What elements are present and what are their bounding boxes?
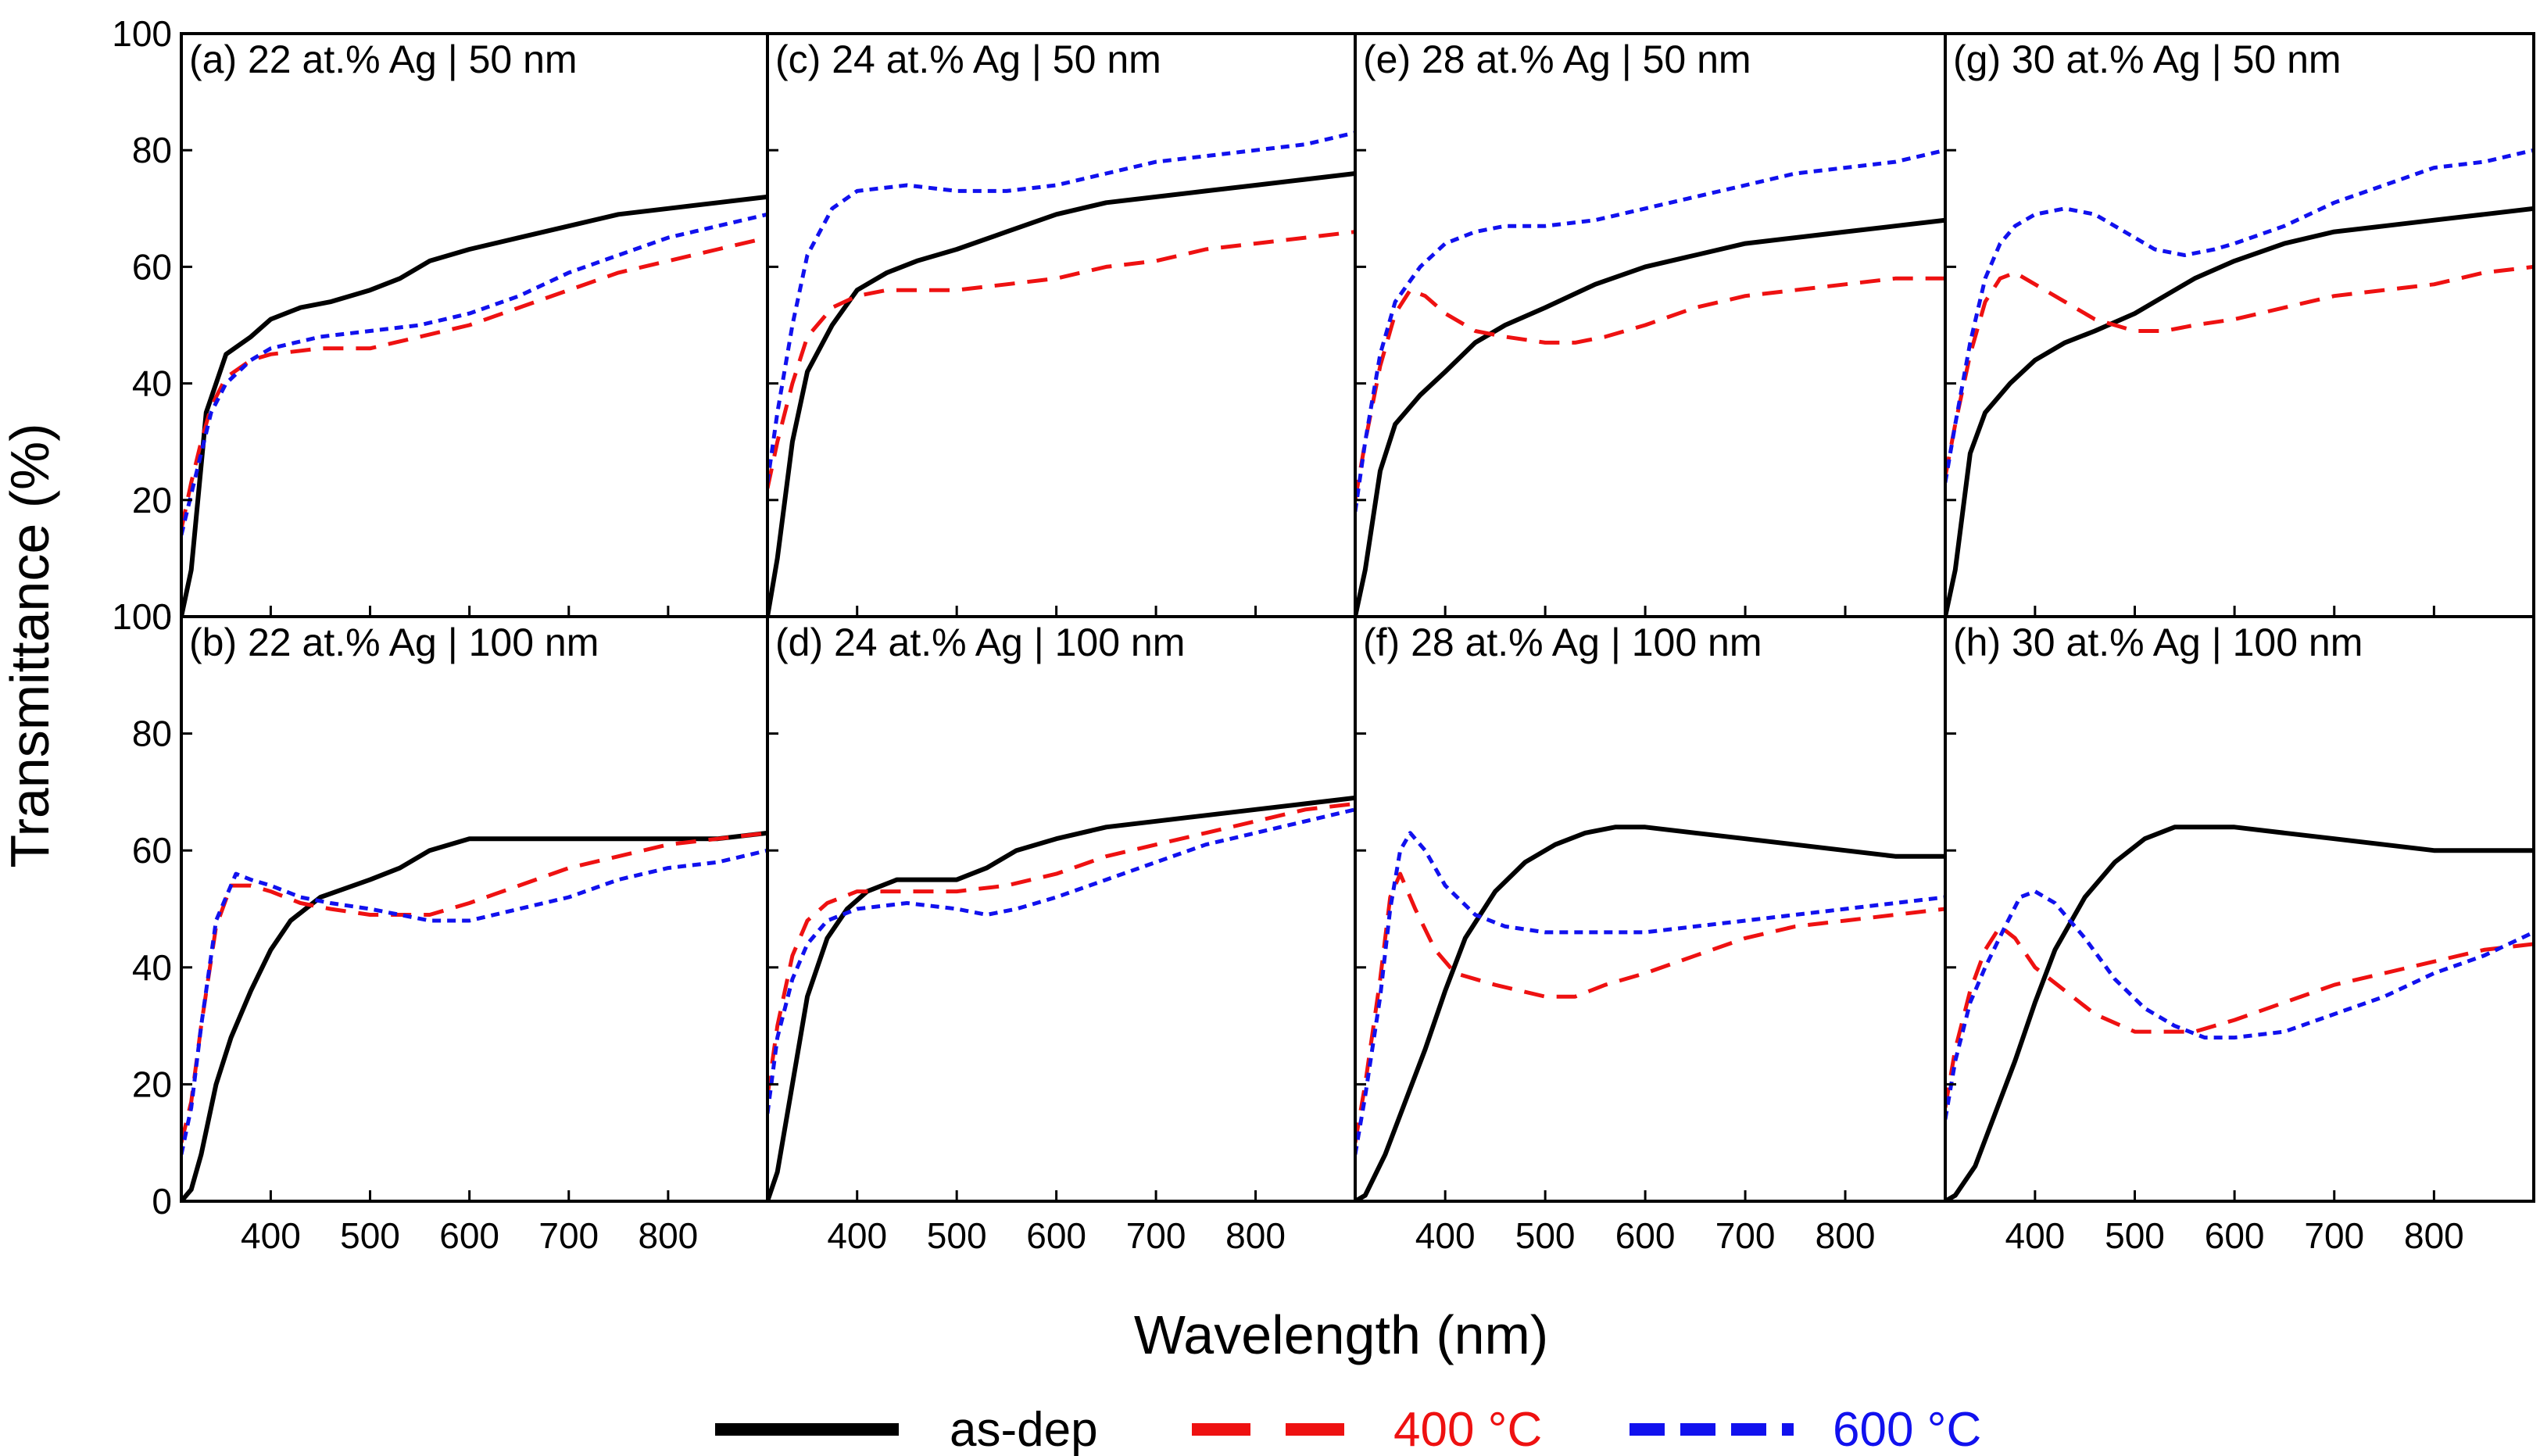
series-line-as-dep xyxy=(1355,825,1945,1201)
x-tick-label: 800 xyxy=(639,1215,699,1256)
series-line-400-c xyxy=(1945,264,2534,478)
x-axis-label: Wavelength (nm) xyxy=(1134,1304,1548,1365)
panel-frame xyxy=(766,615,1357,1203)
x-tick-label: 500 xyxy=(1515,1215,1576,1256)
y-tick-label: 40 xyxy=(132,363,172,404)
y-tick-label: 100 xyxy=(112,13,172,54)
y-tick-label: 20 xyxy=(132,1064,172,1104)
panel-title: (a) 22 at.% Ag | 50 nm xyxy=(189,38,578,81)
panel-a: 0 20 40 60 80 100 (a) 22 at.% Ag | 50 nm xyxy=(112,13,769,637)
panel-h: 400 500 600 700 800 (h) 30 at.% Ag | 100 nm xyxy=(1944,615,2535,1256)
series-line-400-c xyxy=(1355,871,1945,1143)
x-tick-label: 500 xyxy=(2105,1215,2165,1256)
legend-label-600c: 600 °C xyxy=(1833,1403,1981,1456)
panel-g: (g) 30 at.% Ag | 50 nm xyxy=(1944,32,2535,618)
y-tick-label: 80 xyxy=(132,130,172,170)
panel-title: (d) 24 at.% Ag | 100 nm xyxy=(775,621,1185,664)
series-line-400-c xyxy=(1945,924,2534,1108)
y-tick-label: 60 xyxy=(132,246,172,287)
x-tick-label: 400 xyxy=(241,1215,301,1256)
y-tick-label: 0 xyxy=(152,596,172,637)
panel-frame xyxy=(180,615,769,1203)
x-tick-label: 400 xyxy=(827,1215,887,1256)
x-tick-label: 600 xyxy=(2205,1215,2265,1256)
legend-label-as-dep: as-dep xyxy=(950,1403,1098,1456)
series-line-600-c xyxy=(1945,148,2534,483)
panel-c: (c) 24 at.% Ag | 50 nm xyxy=(766,32,1357,618)
series-line-400-c xyxy=(1355,276,1945,501)
series-line-as-dep xyxy=(1355,217,1945,617)
series-line-as-dep xyxy=(181,830,767,1201)
panel-title: (e) 28 at.% Ag | 50 nm xyxy=(1363,38,1751,81)
x-tick-label: 600 xyxy=(1615,1215,1676,1256)
y-tick-label: 100 xyxy=(112,596,172,637)
x-tick-label: 800 xyxy=(2404,1215,2464,1256)
x-tick-label: 700 xyxy=(1715,1215,1776,1256)
x-tick-label: 400 xyxy=(2005,1215,2065,1256)
x-tick-label: 700 xyxy=(2304,1215,2364,1256)
x-tick-label: 500 xyxy=(340,1215,400,1256)
series-line-as-dep xyxy=(767,171,1355,617)
panels-grid: 0 20 40 60 80 100 (a) 22 at.% Ag | 50 nm (c) 24… xyxy=(112,13,2535,1256)
y-tick-label: 0 xyxy=(152,1181,172,1222)
y-tick-label: 40 xyxy=(132,947,172,988)
series-line-400-c xyxy=(181,831,767,1143)
panel-frame xyxy=(180,32,769,618)
series-line-as-dep xyxy=(767,795,1355,1201)
series-line-400-c xyxy=(181,235,767,530)
panel-frame xyxy=(766,32,1357,618)
x-tick-label: 400 xyxy=(1415,1215,1476,1256)
panel-title: (c) 24 at.% Ag | 50 nm xyxy=(775,38,1161,81)
panel-title: (f) 28 at.% Ag | 100 nm xyxy=(1363,621,1762,664)
x-tick-label: 800 xyxy=(1225,1215,1286,1256)
series-line-as-dep xyxy=(1945,206,2534,617)
panel-e: (e) 28 at.% Ag | 50 nm xyxy=(1354,32,1947,618)
series-line-as-dep xyxy=(1945,825,2534,1201)
x-tick-label: 600 xyxy=(439,1215,499,1256)
series-line-400-c xyxy=(767,801,1355,1096)
series-line-600-c xyxy=(1945,889,2534,1120)
series-line-as-dep xyxy=(181,194,767,617)
legend: as-dep 400 °C 600 °C xyxy=(715,1403,1981,1456)
panel-title: (g) 30 at.% Ag | 50 nm xyxy=(1953,38,2341,81)
series-line-600-c xyxy=(181,212,767,536)
legend-label-400c: 400 °C xyxy=(1393,1403,1542,1456)
y-tick-label: 20 xyxy=(132,480,172,521)
x-tick-label: 800 xyxy=(1816,1215,1876,1256)
x-tick-label: 500 xyxy=(927,1215,987,1256)
y-axis-label: Transmittance (%) xyxy=(0,423,60,868)
x-tick-label: 600 xyxy=(1026,1215,1086,1256)
panel-frame xyxy=(1944,615,2535,1203)
panel-b: 400 500 600 700 800 0 20 40 60 80 100 (b) 22 at.% A… xyxy=(112,596,769,1256)
panel-d: 400 500 600 700 800 (d) 24 at.% Ag | 100 nm xyxy=(766,615,1357,1256)
series-line-600-c xyxy=(1355,148,1945,513)
panel-title: (b) 22 at.% Ag | 100 nm xyxy=(189,621,599,664)
series-line-600-c xyxy=(1355,831,1945,1155)
y-tick-label: 80 xyxy=(132,714,172,754)
series-line-400-c xyxy=(767,230,1355,489)
panel-title: (h) 30 at.% Ag | 100 nm xyxy=(1953,621,2363,664)
panel-f: 400 500 600 700 800 (f) 28 at.% Ag | 100 nm xyxy=(1354,615,1947,1256)
x-tick-label: 700 xyxy=(538,1215,599,1256)
series-line-600-c xyxy=(767,807,1355,1114)
series-line-600-c xyxy=(181,848,767,1155)
x-tick-label: 700 xyxy=(1126,1215,1186,1256)
y-tick-label: 60 xyxy=(132,830,172,871)
series-line-600-c xyxy=(767,131,1355,483)
panel-frame xyxy=(1944,32,2535,618)
